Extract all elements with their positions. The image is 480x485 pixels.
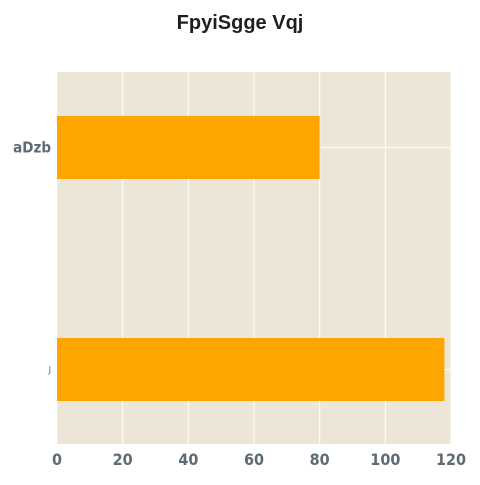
y-tick-label-1: J <box>48 366 51 376</box>
x-tick-label-2: 40 <box>178 450 198 469</box>
x-tick-label-5: 100 <box>370 450 400 469</box>
chart-title: FpyiSgge Vqj <box>0 12 480 35</box>
x-tick-label-6: 120 <box>436 450 466 469</box>
x-tick-label-3: 60 <box>244 450 264 469</box>
bar-1 <box>57 338 444 401</box>
x-tick-label-1: 20 <box>113 450 133 469</box>
x-tick-label-0: 0 <box>52 450 62 469</box>
x-tick-label-4: 80 <box>310 450 330 469</box>
bar-0 <box>57 116 320 179</box>
y-tick-label-0: aDzb <box>13 139 51 157</box>
